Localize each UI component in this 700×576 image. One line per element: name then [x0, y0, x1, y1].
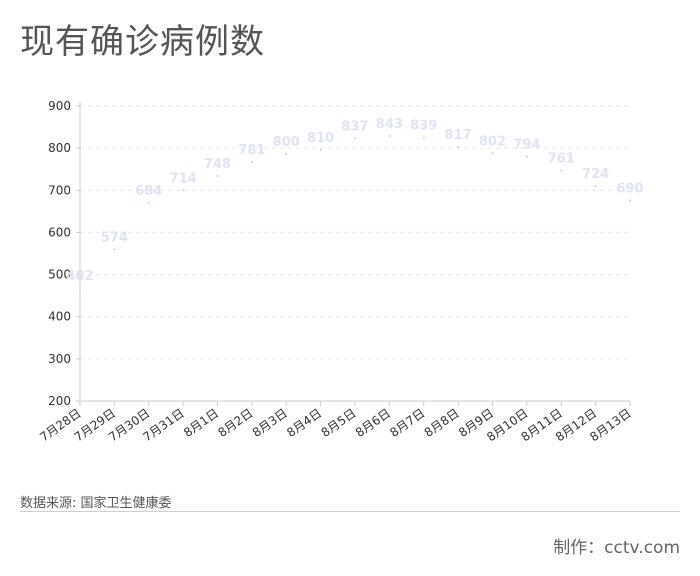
data-point — [388, 135, 391, 138]
data-point — [79, 287, 81, 290]
data-label: 761 — [548, 152, 575, 167]
data-point — [250, 161, 253, 164]
data-point — [594, 185, 597, 188]
y-tick-label: 800 — [48, 141, 71, 155]
x-tick-label: 8月2日 — [215, 406, 255, 440]
data-point — [629, 199, 631, 202]
data-source: 数据来源: 国家卫生健康委 — [20, 496, 172, 511]
data-label: 748 — [204, 157, 231, 172]
data-label: 800 — [273, 135, 300, 150]
data-point — [354, 137, 356, 140]
data-label: 839 — [410, 119, 437, 134]
data-point — [422, 136, 425, 139]
confirmed-cases-chart: 2003004005006007008009007月28日7月29日7月30日7… — [37, 99, 643, 444]
data-label: 810 — [307, 131, 334, 146]
data-label: 690 — [616, 182, 643, 197]
data-label: 781 — [238, 143, 265, 158]
data-label: 574 — [101, 230, 128, 245]
y-tick-label: 400 — [48, 310, 71, 324]
footer-divider — [20, 511, 680, 512]
x-tick-label: 8月3日 — [250, 406, 290, 440]
data-point — [560, 169, 563, 172]
data-point — [216, 175, 219, 178]
data-point — [525, 155, 528, 158]
x-tick-label: 8月1日 — [181, 406, 221, 440]
data-point — [182, 189, 185, 192]
data-point — [491, 152, 494, 155]
page-title: 现有确诊病例数 — [20, 22, 265, 62]
data-label: 724 — [582, 167, 609, 182]
data-point — [113, 248, 116, 251]
y-tick-label: 900 — [48, 99, 71, 113]
data-point — [285, 153, 288, 156]
x-tick-label: 8月7日 — [387, 406, 427, 440]
data-label: 817 — [445, 128, 472, 143]
y-tick-label: 600 — [48, 225, 71, 239]
data-label: 714 — [170, 171, 197, 186]
x-tick-label: 8月4日 — [284, 406, 324, 440]
y-tick-label: 200 — [48, 394, 71, 408]
y-tick-label: 300 — [48, 352, 71, 366]
y-tick-label: 700 — [48, 183, 71, 197]
data-label: 837 — [341, 120, 368, 135]
data-point — [457, 145, 460, 148]
data-label: 802 — [479, 134, 506, 149]
data-point — [319, 148, 322, 151]
data-label: 482 — [66, 269, 93, 284]
data-label: 794 — [513, 138, 540, 153]
data-label: 684 — [135, 184, 162, 199]
data-label: 843 — [376, 117, 403, 132]
data-point — [147, 202, 150, 205]
x-tick-label: 8月6日 — [353, 406, 393, 440]
x-tick-label: 8月5日 — [319, 406, 359, 440]
credit: 制作：cctv.com — [553, 538, 680, 558]
x-tick-label: 8月8日 — [422, 406, 462, 440]
y-tick-label: 500 — [48, 268, 71, 282]
